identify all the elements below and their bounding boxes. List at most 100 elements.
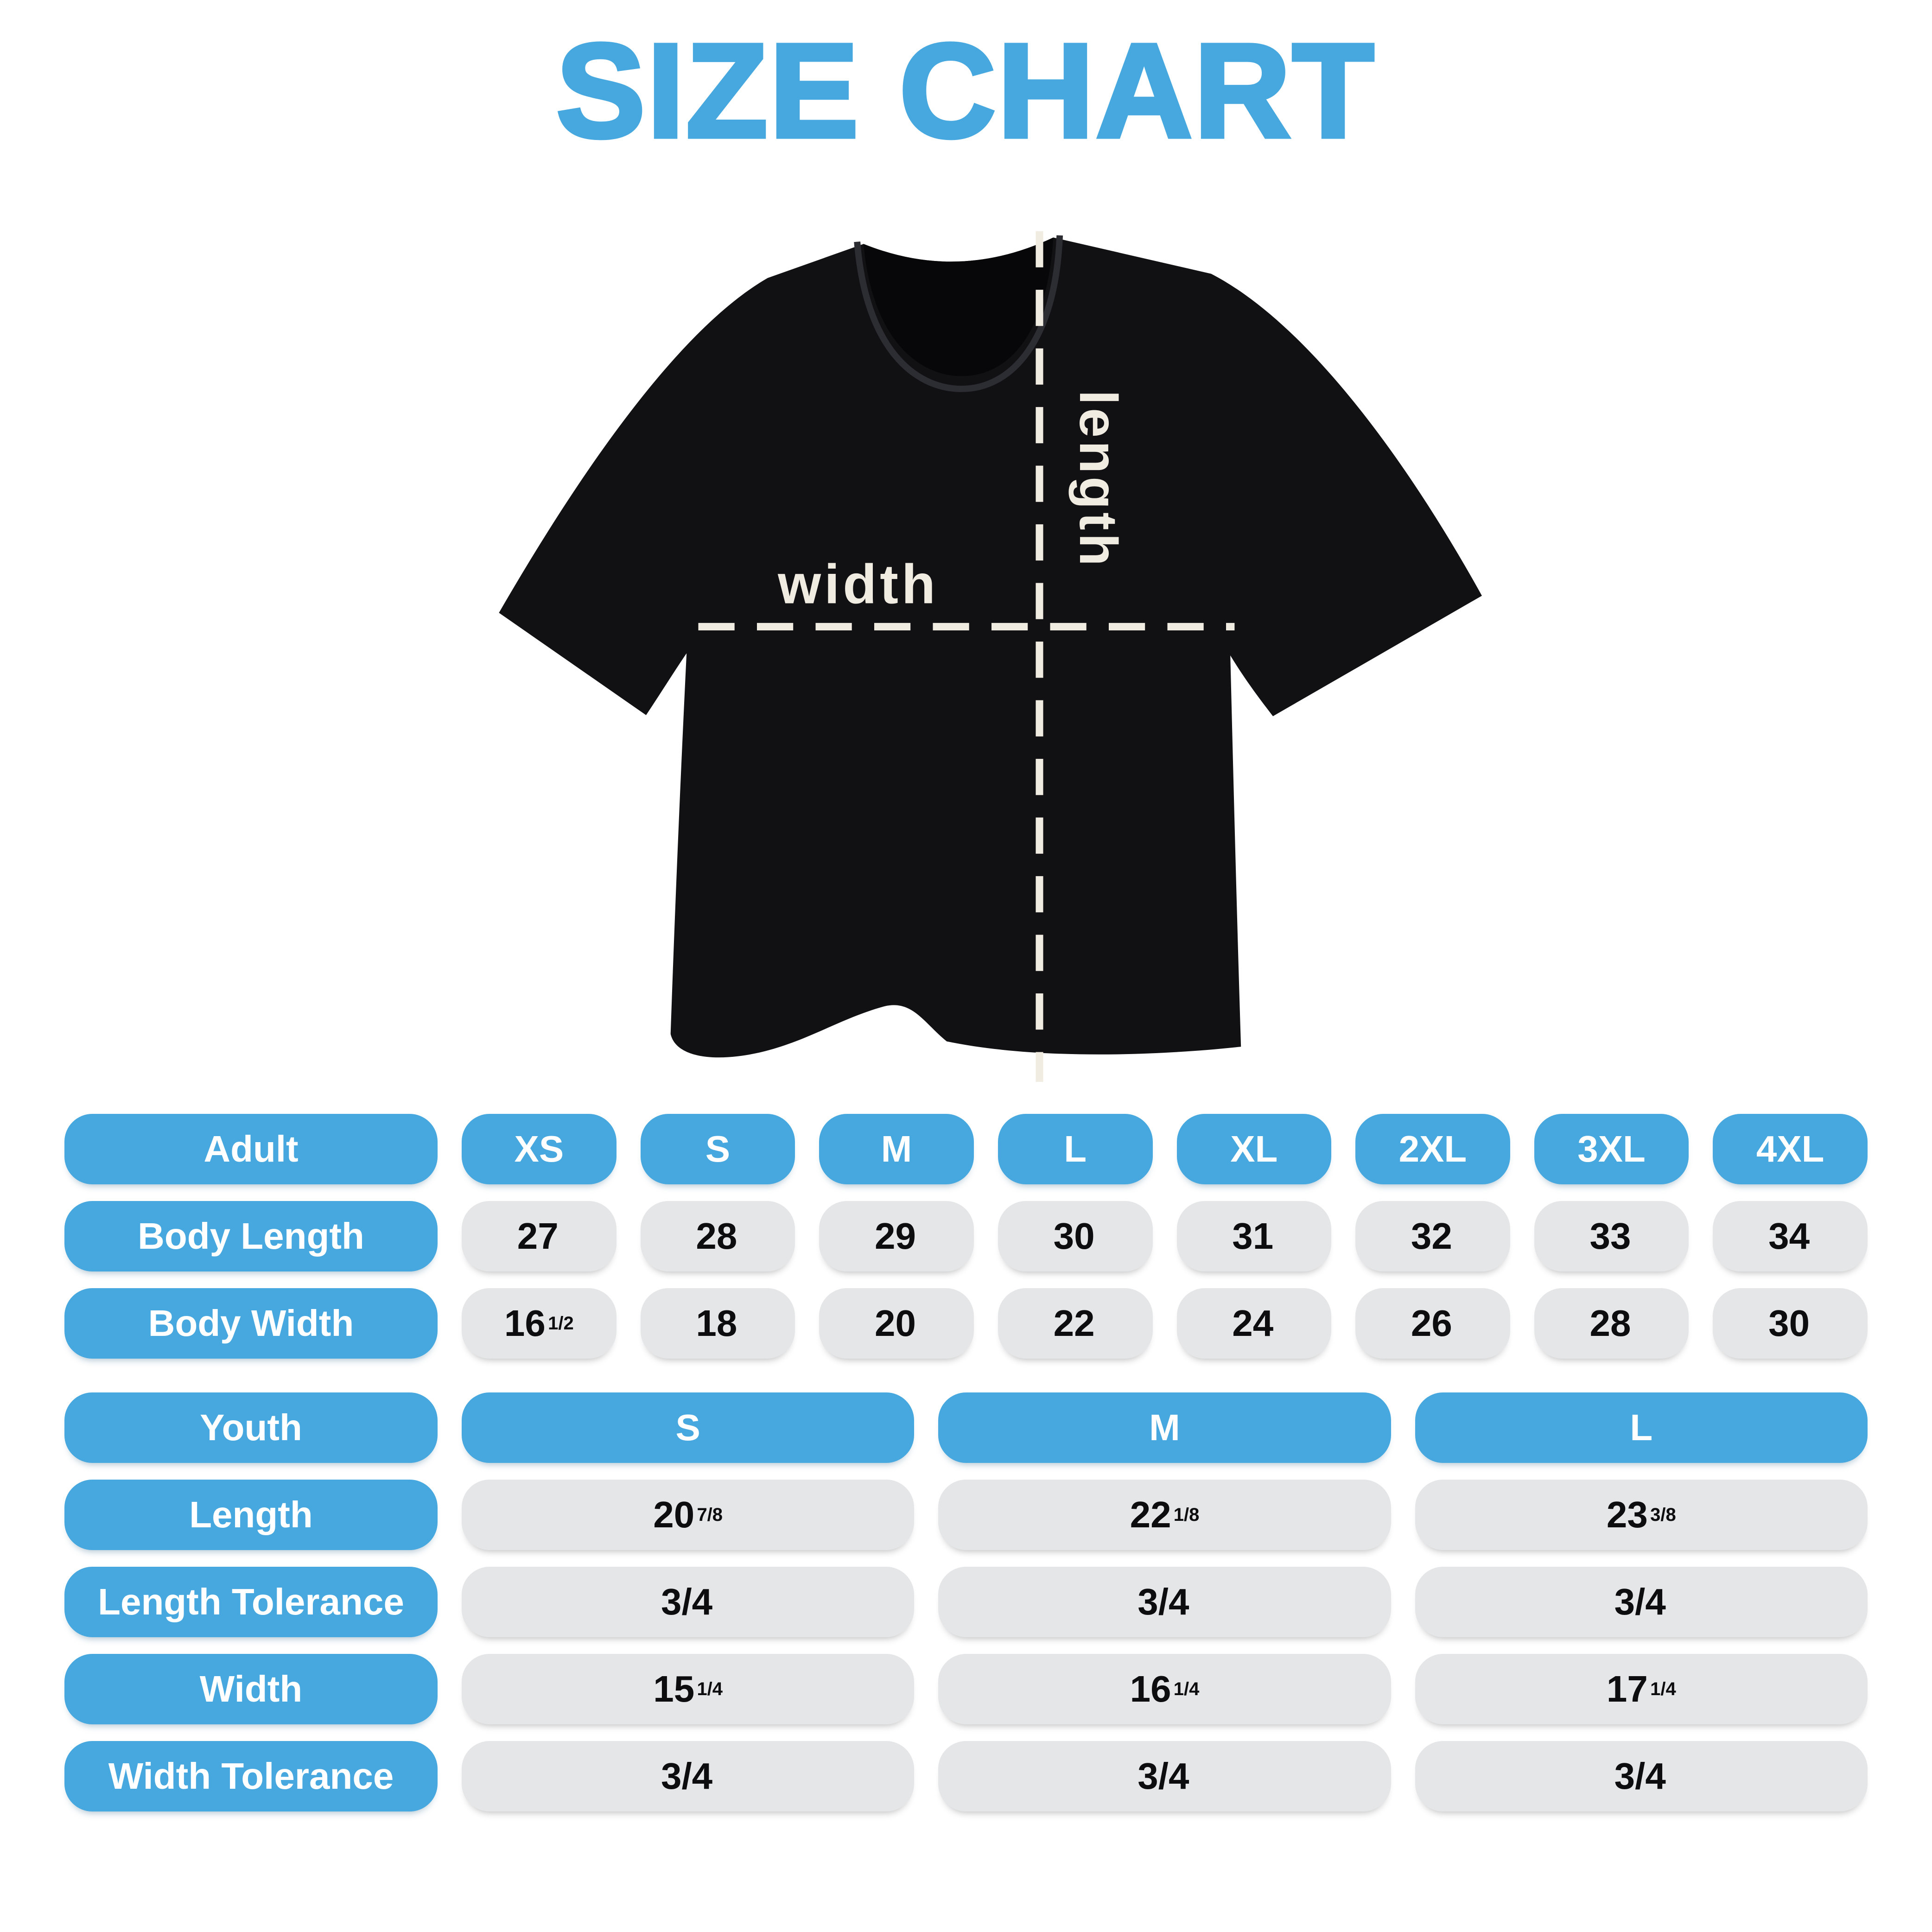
cell-value: 27 — [517, 1215, 559, 1257]
value-pill: 3/4 — [462, 1741, 915, 1811]
row-label: Width Tolerance — [108, 1755, 394, 1797]
width-label: width — [777, 553, 939, 615]
value-pill: 28 — [1534, 1288, 1689, 1359]
cell-value: 29 — [874, 1215, 916, 1257]
cell-value: 15 — [653, 1668, 695, 1710]
header-label: L — [1064, 1128, 1087, 1169]
value-pill: 3/4 — [938, 1741, 1391, 1811]
cell-fraction: 7/8 — [697, 1505, 723, 1525]
cell-value: 3/4 — [1138, 1755, 1189, 1797]
value-pill: 30 — [1713, 1288, 1868, 1359]
cell-fraction: 1/2 — [548, 1313, 574, 1334]
cell-value: 3/4 — [661, 1581, 713, 1622]
youth-size-header-l: L — [1415, 1392, 1868, 1463]
value-pill: 17 1/4 — [1415, 1654, 1868, 1724]
cell-fraction: 3/8 — [1650, 1505, 1676, 1525]
header-label: Adult — [203, 1128, 299, 1169]
cell-value: 32 — [1411, 1215, 1452, 1257]
cell-value: 3/4 — [1614, 1581, 1666, 1622]
row-label-body-length: Body Length — [64, 1201, 438, 1271]
row-label: Body Length — [138, 1215, 364, 1257]
adult-size-table: Adult XS S M L XL 2XL 3XL 4XL Body Lengt… — [64, 1114, 1868, 1359]
cell-value: 3/4 — [661, 1755, 713, 1797]
cell-value: 20 — [653, 1494, 695, 1535]
header-label: M — [881, 1128, 912, 1169]
cell-value: 24 — [1232, 1303, 1274, 1344]
value-pill: 28 — [640, 1201, 795, 1271]
header-label: XL — [1230, 1128, 1278, 1169]
header-label: S — [705, 1128, 731, 1169]
value-pill: 20 — [819, 1288, 974, 1359]
value-pill: 18 — [640, 1288, 795, 1359]
value-pill: 29 — [819, 1201, 974, 1271]
cell-value: 22 — [1130, 1494, 1171, 1535]
adult-size-header-3xl: 3XL — [1534, 1114, 1689, 1184]
cell-fraction: 1/4 — [697, 1679, 723, 1700]
header-label: 2XL — [1398, 1128, 1467, 1169]
value-pill: 3/4 — [938, 1567, 1391, 1637]
row-label-length-tolerance: Length Tolerance — [64, 1567, 438, 1637]
youth-size-header-m: M — [938, 1392, 1391, 1463]
tshirt-diagram: width length — [458, 208, 1525, 1093]
header-label: M — [1149, 1407, 1180, 1448]
header-label: 4XL — [1756, 1128, 1824, 1169]
cell-fraction: 1/8 — [1173, 1505, 1200, 1525]
header-label: 3XL — [1577, 1128, 1646, 1169]
adult-size-header-4xl: 4XL — [1713, 1114, 1868, 1184]
cell-value: 34 — [1768, 1215, 1810, 1257]
value-pill: 15 1/4 — [462, 1654, 915, 1724]
cell-value: 30 — [1768, 1303, 1810, 1344]
size-tables: Adult XS S M L XL 2XL 3XL 4XL Body Lengt… — [64, 1114, 1868, 1811]
value-pill: 16 1/2 — [462, 1288, 616, 1359]
cell-value: 28 — [1589, 1303, 1631, 1344]
row-label-width-tolerance: Width Tolerance — [64, 1741, 438, 1811]
cell-value: 17 — [1606, 1668, 1648, 1710]
row-label-body-width: Body Width — [64, 1288, 438, 1359]
row-label: Width — [199, 1668, 303, 1710]
value-pill: 3/4 — [1415, 1741, 1868, 1811]
cell-value: 18 — [696, 1303, 737, 1344]
value-pill: 22 — [998, 1288, 1153, 1359]
value-pill: 26 — [1355, 1288, 1510, 1359]
header-label: S — [675, 1407, 700, 1448]
header-label: XS — [514, 1128, 564, 1169]
adult-size-header-l: L — [998, 1114, 1153, 1184]
row-label: Length Tolerance — [98, 1581, 404, 1622]
row-label: Body Width — [148, 1303, 354, 1344]
cell-value: 26 — [1411, 1303, 1452, 1344]
collar-seam — [854, 235, 1063, 392]
value-pill: 30 — [998, 1201, 1153, 1271]
value-pill: 3/4 — [1415, 1567, 1868, 1637]
collar-opening — [864, 237, 1054, 376]
adult-size-header-xl: XL — [1176, 1114, 1332, 1184]
youth-size-table: Youth S M L Length 20 7/8 22 1/8 23 3/8 Len… — [64, 1392, 1868, 1811]
adult-table-corner-header: Adult — [64, 1114, 438, 1184]
cell-value: 28 — [696, 1215, 737, 1257]
value-pill: 3/4 — [462, 1567, 915, 1637]
youth-size-header-s: S — [462, 1392, 915, 1463]
cell-value: 16 — [1130, 1668, 1171, 1710]
cell-value: 23 — [1606, 1494, 1648, 1535]
page-title: SIZE CHART — [554, 16, 1376, 165]
value-pill: 20 7/8 — [462, 1480, 915, 1550]
value-pill: 23 3/8 — [1415, 1480, 1868, 1550]
value-pill: 24 — [1176, 1288, 1332, 1359]
cell-value: 33 — [1589, 1215, 1631, 1257]
cell-fraction: 1/4 — [1650, 1679, 1676, 1700]
header-label: Youth — [200, 1407, 302, 1448]
youth-table-corner-header: Youth — [64, 1392, 438, 1463]
cell-fraction: 1/4 — [1173, 1679, 1200, 1700]
adult-size-header-m: M — [819, 1114, 974, 1184]
value-pill: 31 — [1176, 1201, 1332, 1271]
cell-value: 3/4 — [1614, 1755, 1666, 1797]
adult-size-header-xs: XS — [462, 1114, 616, 1184]
cell-value: 20 — [874, 1303, 916, 1344]
tshirt-silhouette — [499, 237, 1482, 1058]
value-pill: 22 1/8 — [938, 1480, 1391, 1550]
cell-value: 16 — [504, 1303, 546, 1344]
value-pill: 33 — [1534, 1201, 1689, 1271]
adult-size-header-s: S — [640, 1114, 795, 1184]
value-pill: 27 — [462, 1201, 616, 1271]
cell-value: 30 — [1053, 1215, 1095, 1257]
